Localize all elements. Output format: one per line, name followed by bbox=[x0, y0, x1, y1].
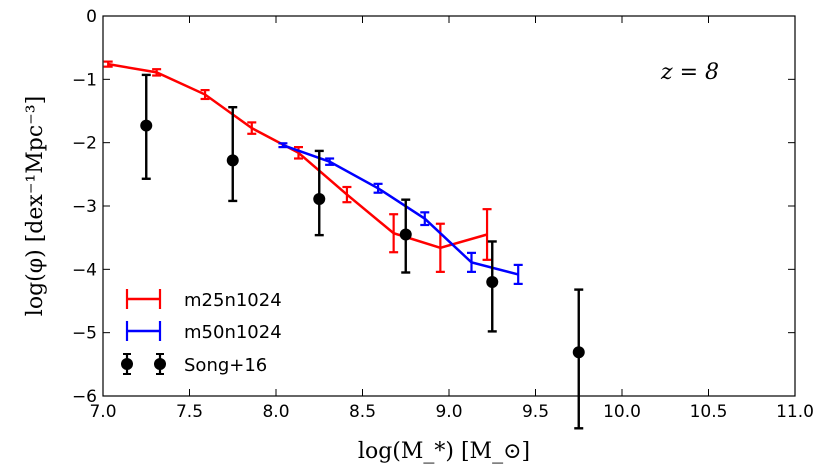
data-point bbox=[226, 154, 239, 167]
y-tick-label: 0 bbox=[86, 7, 97, 27]
x-tick-label: 10.0 bbox=[603, 402, 641, 422]
data-point bbox=[399, 228, 412, 241]
legend-swatch-marker bbox=[121, 358, 133, 370]
x-tick-label: 9.5 bbox=[522, 402, 549, 422]
data-point bbox=[140, 119, 153, 132]
y-axis-label: log(φ) [dex⁻¹Mpc⁻³] bbox=[23, 96, 48, 316]
x-tick-label: 9.0 bbox=[435, 402, 462, 422]
y-tick-label: −6 bbox=[72, 387, 97, 407]
data-point bbox=[572, 346, 585, 359]
y-tick-label: −2 bbox=[72, 134, 97, 154]
legend-label: Song+16 bbox=[184, 355, 267, 376]
y-tick-label: −3 bbox=[72, 197, 97, 217]
series-m50n1024 bbox=[278, 142, 523, 285]
legend-swatch-marker bbox=[154, 358, 166, 370]
x-tick-label: 7.5 bbox=[176, 402, 203, 422]
x-tick-label: 10.5 bbox=[690, 402, 728, 422]
x-tick-label: 11.0 bbox=[776, 402, 814, 422]
series-m25n1024 bbox=[103, 60, 492, 273]
series-Song+16 bbox=[140, 73, 585, 430]
data-point bbox=[486, 276, 499, 288]
data-point bbox=[313, 193, 326, 206]
legend: m25n1024 m50n1024 Song+16 bbox=[121, 289, 282, 376]
x-tick-label: 8.5 bbox=[349, 402, 376, 422]
series-line-m50n1024 bbox=[282, 144, 519, 276]
y-tick-label: −1 bbox=[72, 70, 97, 90]
legend-label: m25n1024 bbox=[184, 290, 282, 311]
redshift-annotation: z = 8 bbox=[660, 60, 719, 85]
x-axis-label: log(M_*) [M_⊙] bbox=[358, 439, 530, 464]
x-tick-label: 8.0 bbox=[262, 402, 289, 422]
legend-label: m50n1024 bbox=[184, 322, 282, 343]
x-tick-label: 7.0 bbox=[89, 402, 116, 422]
y-tick-label: −5 bbox=[72, 324, 97, 344]
y-tick-label: −4 bbox=[72, 260, 97, 280]
